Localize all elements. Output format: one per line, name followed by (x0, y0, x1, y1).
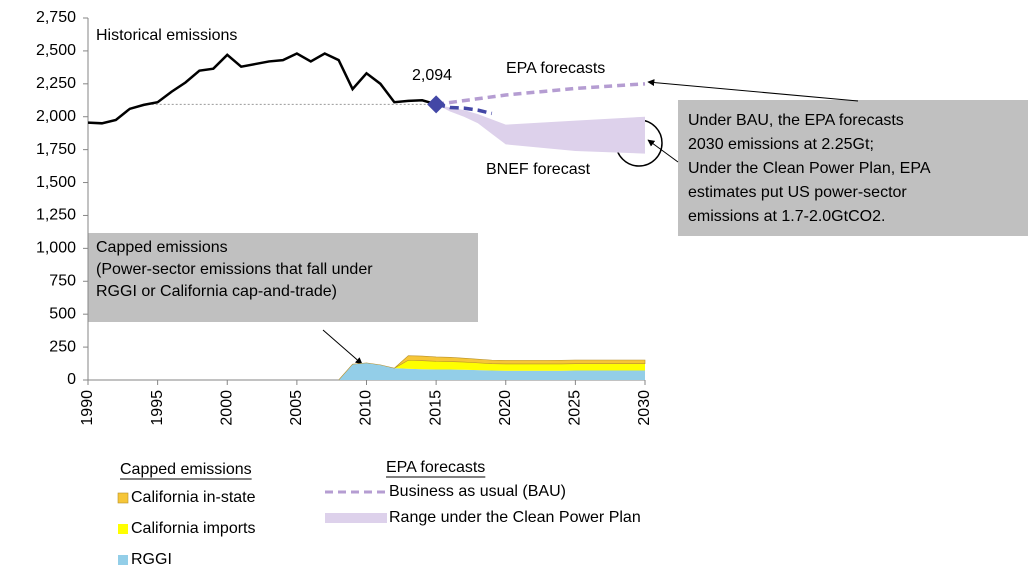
annotation: RGGI or California cap-and-trade) (96, 283, 337, 300)
legend-swatch (117, 492, 129, 504)
stacked-area (338, 355, 646, 381)
annotation: (Power-sector emissions that fall under (96, 261, 373, 278)
y-tick-label: 1,750 (36, 141, 76, 158)
y-tick-label: 2,500 (36, 42, 76, 59)
y-tick-label: 250 (49, 338, 76, 355)
y-tick-label: 2,250 (36, 75, 76, 92)
y-tick-label: 0 (67, 371, 76, 388)
range-band (436, 104, 645, 154)
legend-label: RGGI (131, 551, 172, 568)
legend-swatch (118, 555, 128, 565)
callout-box (678, 100, 1028, 236)
annotation: estimates put US power-sector (688, 184, 907, 201)
x-tick-label: 2020 (497, 390, 514, 426)
x-tick-label: 1990 (79, 390, 96, 426)
x-tick-label: 2010 (358, 390, 375, 426)
x-tick-label: 2000 (218, 390, 235, 426)
legend-title: Capped emissions (120, 461, 252, 478)
arrow (647, 79, 859, 102)
y-tick-label: 750 (49, 272, 76, 289)
y-tick-label: 2,750 (36, 9, 76, 26)
x-tick-label: 2030 (636, 390, 653, 426)
annotation: emissions at 1.7-2.0GtCO2. (688, 208, 885, 225)
line (435, 82, 646, 107)
stacked-area (338, 362, 645, 380)
y-tick-label: 1,500 (36, 174, 76, 191)
legend-label: California imports (131, 520, 255, 537)
x-tick-label: 2025 (567, 390, 584, 426)
value-label: 2,094 (412, 67, 452, 84)
highlight-marker (427, 95, 446, 114)
x-tick-label: 1995 (149, 390, 166, 426)
y-tick-label: 1,250 (36, 207, 76, 224)
annotation: Capped emissions (96, 239, 228, 256)
annotation: Under BAU, the EPA forecasts (688, 112, 904, 129)
line (87, 52, 437, 125)
legend-swatch (118, 524, 128, 534)
legend-label: California in-state (131, 489, 256, 506)
legend-swatch (325, 513, 387, 523)
legend-label: Business as usual (BAU) (389, 483, 566, 500)
y-tick-label: 1,000 (36, 240, 76, 257)
series-label: EPA forecasts (506, 60, 605, 77)
callout-box (88, 233, 478, 322)
y-tick-label: 2,000 (36, 108, 76, 125)
legend-title: EPA forecasts (386, 459, 485, 476)
legend-label: Range under the Clean Power Plan (389, 509, 641, 526)
series-label: Historical emissions (96, 27, 237, 44)
x-tick-label: 2005 (288, 390, 305, 426)
annotation: Under the Clean Power Plan, EPA (688, 160, 931, 177)
arrow (322, 329, 363, 365)
series-label: BNEF forecast (486, 161, 591, 178)
stacked-area (338, 360, 645, 380)
y-tick-label: 500 (49, 305, 76, 322)
annotation: 2030 emissions at 2.25Gt; (688, 136, 874, 153)
line (435, 102, 493, 116)
x-tick-label: 2015 (427, 390, 444, 426)
arrow (647, 139, 679, 163)
